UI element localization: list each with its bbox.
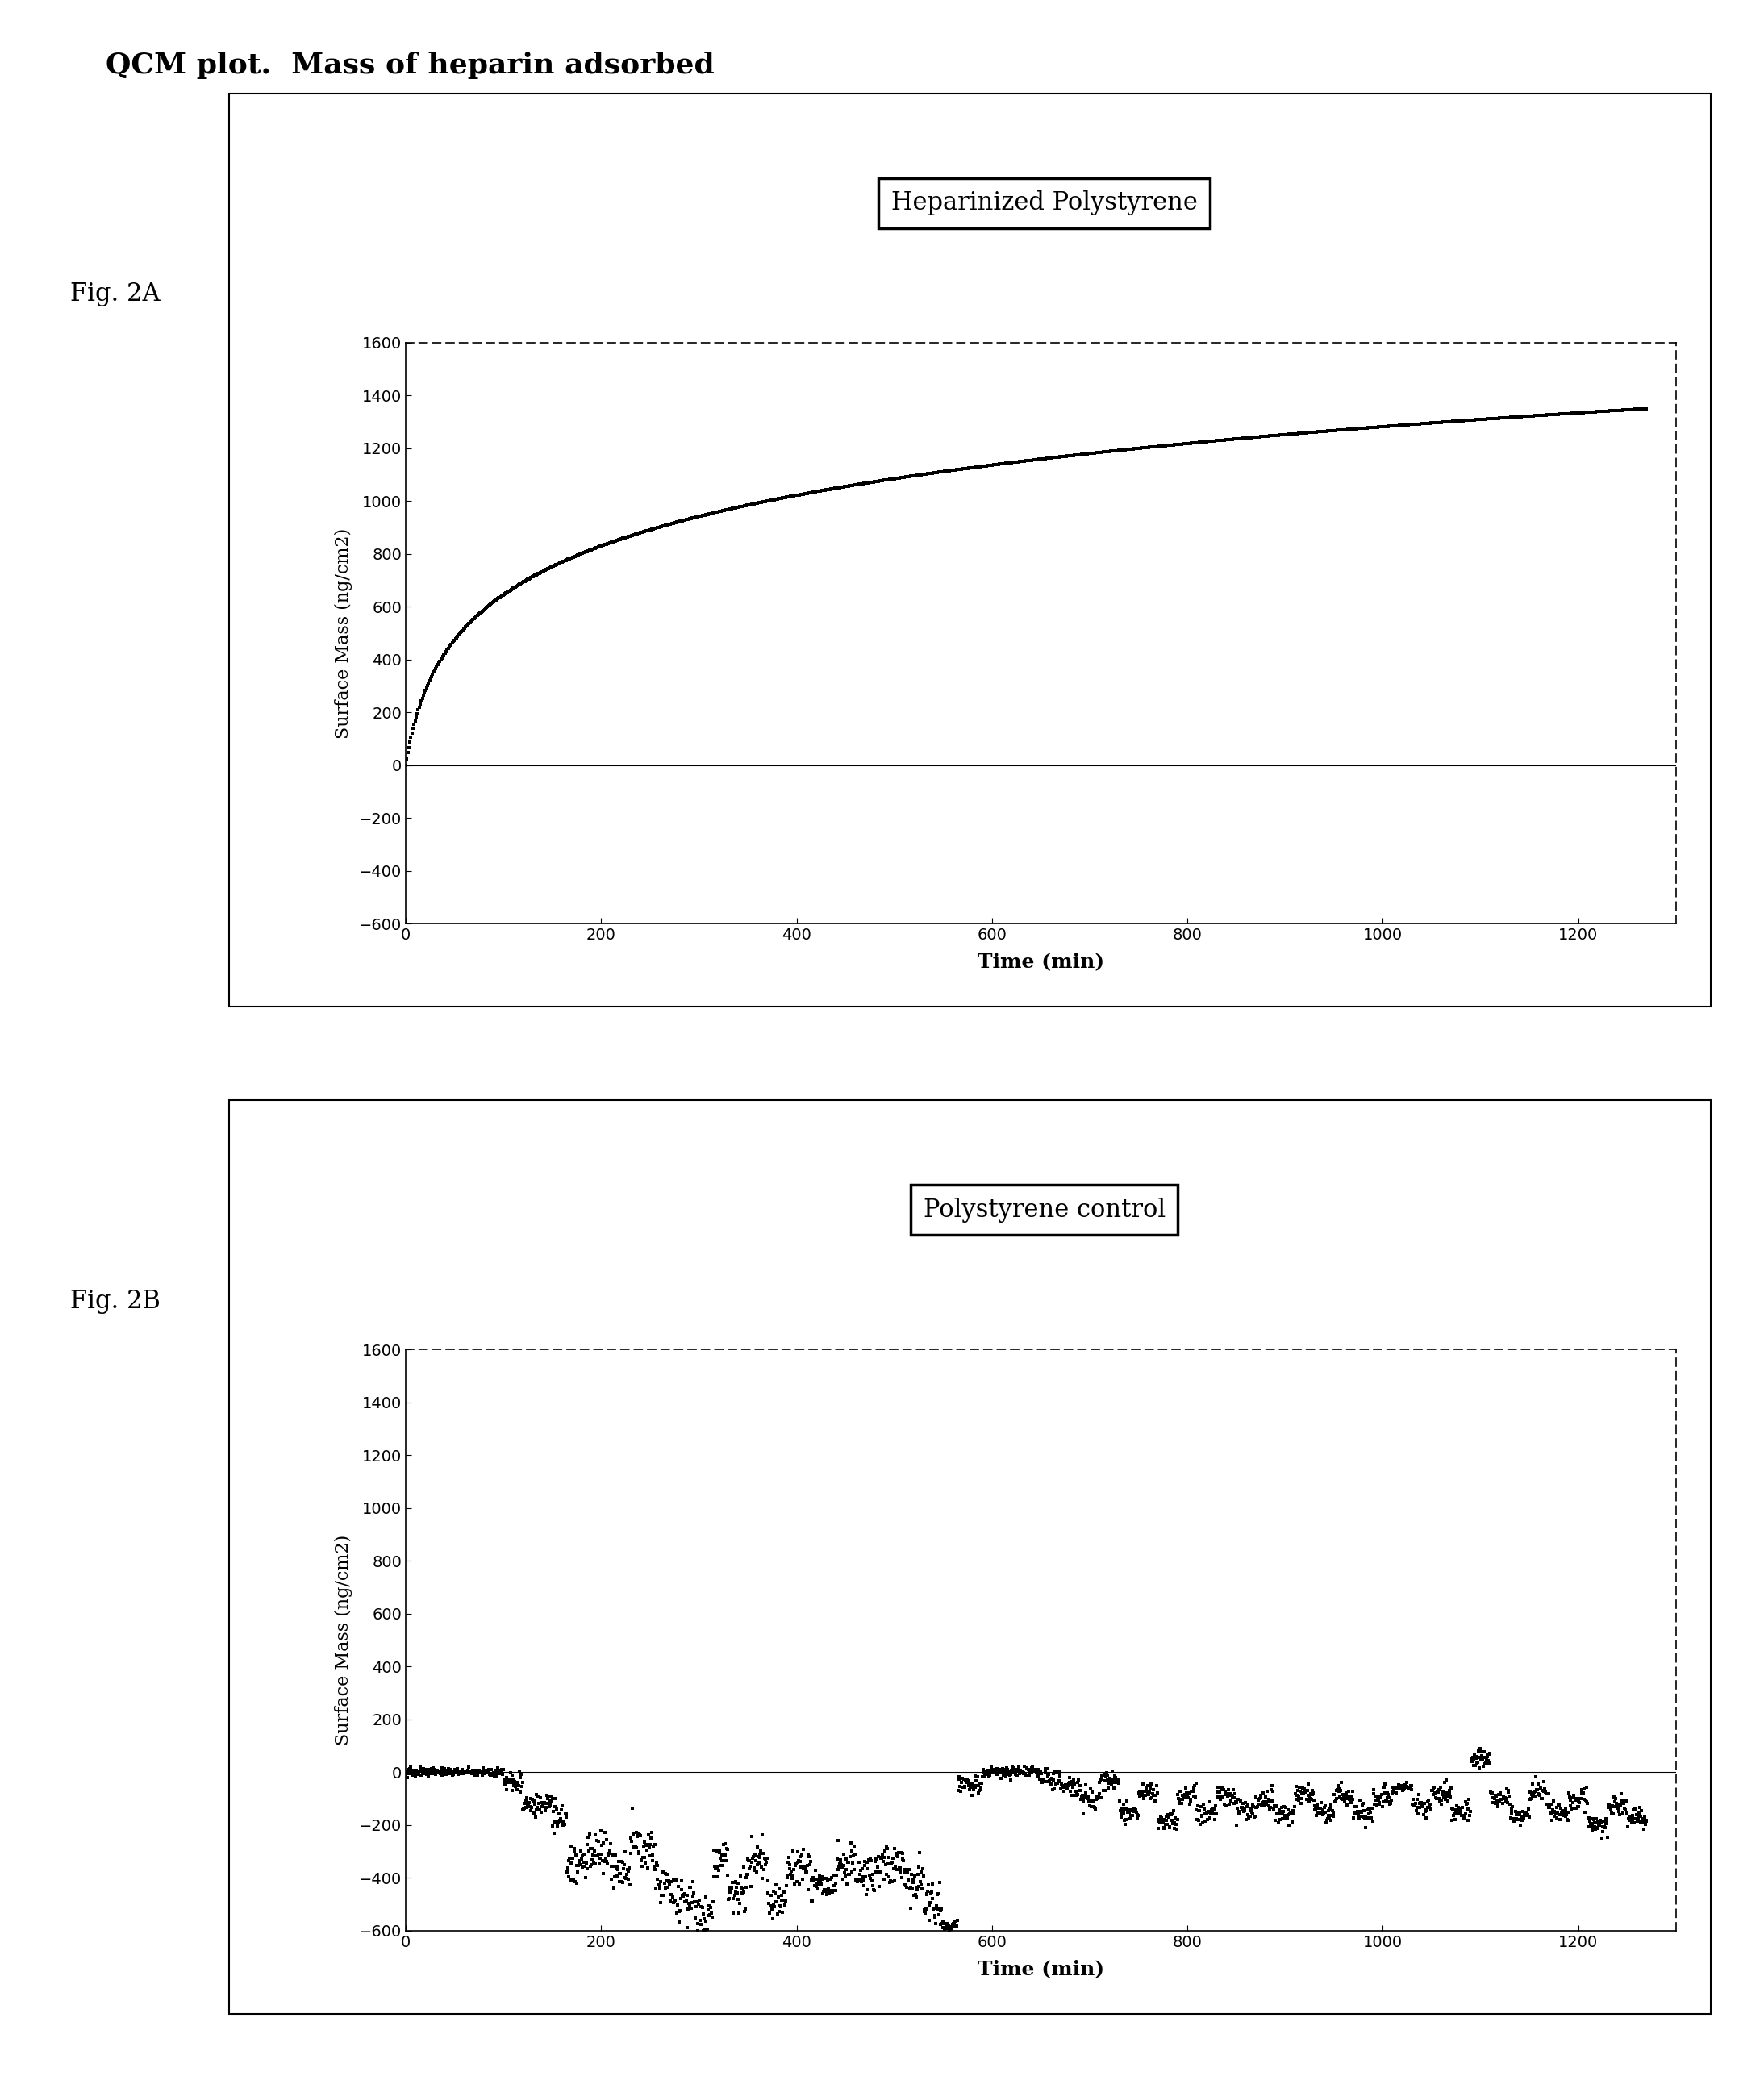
X-axis label: Time (min): Time (min) bbox=[977, 1960, 1104, 1978]
Text: Fig. 2B: Fig. 2B bbox=[71, 1289, 161, 1314]
X-axis label: Time (min): Time (min) bbox=[977, 953, 1104, 972]
Text: Fig. 2A: Fig. 2A bbox=[71, 282, 161, 307]
Text: Polystyrene control: Polystyrene control bbox=[923, 1198, 1166, 1223]
Y-axis label: Surface Mass (ng/cm2): Surface Mass (ng/cm2) bbox=[335, 527, 353, 739]
Text: Heparinized Polystyrene: Heparinized Polystyrene bbox=[891, 191, 1198, 216]
Text: QCM plot.  Mass of heparin adsorbed: QCM plot. Mass of heparin adsorbed bbox=[106, 52, 714, 79]
Y-axis label: Surface Mass (ng/cm2): Surface Mass (ng/cm2) bbox=[335, 1534, 353, 1746]
